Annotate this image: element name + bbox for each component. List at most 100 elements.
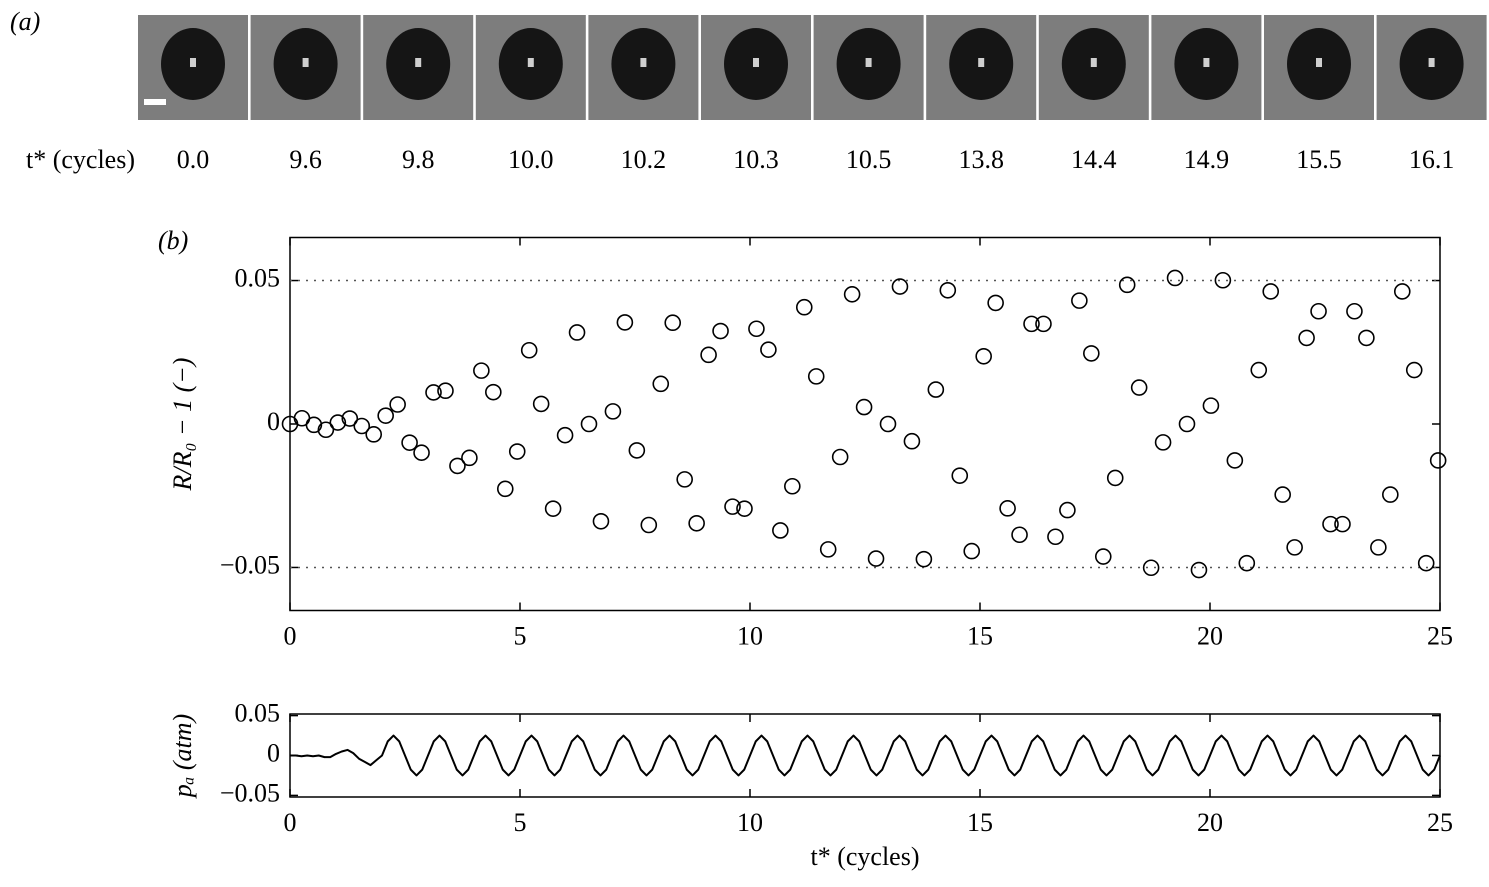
data-point bbox=[784, 477, 801, 495]
data-point bbox=[341, 410, 359, 427]
data-point bbox=[688, 514, 705, 532]
data-point bbox=[1190, 561, 1208, 579]
data-point bbox=[700, 346, 717, 364]
data-point bbox=[987, 294, 1004, 312]
data-point bbox=[485, 383, 502, 401]
droplet-highlight bbox=[640, 58, 647, 67]
data-point bbox=[520, 341, 538, 359]
data-point bbox=[736, 500, 753, 517]
data-point bbox=[1262, 283, 1280, 300]
frame bbox=[1038, 15, 1149, 120]
frame bbox=[475, 15, 586, 120]
data-point bbox=[1178, 415, 1196, 433]
droplet-highlight bbox=[1316, 58, 1322, 67]
time-label: 0.0 bbox=[177, 145, 210, 174]
data-point bbox=[1166, 269, 1184, 287]
data-point bbox=[664, 314, 682, 332]
data-point bbox=[927, 381, 945, 398]
data-point bbox=[628, 442, 646, 459]
data-point bbox=[1214, 271, 1232, 289]
time-label: 10.2 bbox=[621, 145, 667, 174]
data-point bbox=[616, 314, 634, 331]
time-label: 10.0 bbox=[508, 145, 554, 174]
data-point bbox=[676, 471, 693, 488]
data-point bbox=[640, 516, 658, 534]
data-point bbox=[401, 434, 418, 451]
data-point bbox=[353, 417, 371, 435]
x-tick-label: 20 bbox=[1197, 808, 1223, 837]
y-tick-label: −0.05 bbox=[220, 550, 280, 579]
data-point bbox=[748, 320, 765, 338]
panel-label: (a) bbox=[10, 7, 40, 36]
x-tick-label: 15 bbox=[967, 808, 993, 837]
time-label: 10.3 bbox=[733, 145, 779, 174]
x-tick-label: 15 bbox=[967, 621, 993, 650]
data-point bbox=[568, 324, 586, 341]
droplet-highlight bbox=[527, 58, 534, 67]
data-point bbox=[1358, 329, 1375, 347]
y-tick-label: 0.05 bbox=[235, 264, 281, 293]
data-point bbox=[1059, 501, 1076, 519]
scale-bar bbox=[144, 99, 166, 105]
data-point bbox=[1083, 345, 1100, 362]
data-point bbox=[329, 414, 347, 431]
data-point bbox=[1071, 292, 1088, 309]
y-tick-label: 0 bbox=[267, 407, 280, 436]
y-axis-label: R/R₀ − 1 (−) bbox=[168, 358, 197, 492]
data-point bbox=[879, 415, 897, 433]
y-tick-label: 0.05 bbox=[235, 699, 281, 728]
data-point bbox=[1035, 315, 1052, 333]
data-point bbox=[413, 444, 430, 461]
data-point bbox=[437, 382, 454, 400]
time-label: 14.4 bbox=[1071, 145, 1117, 174]
frame bbox=[588, 15, 699, 120]
data-point bbox=[1429, 452, 1447, 469]
x-tick-label: 25 bbox=[1427, 808, 1453, 837]
data-point bbox=[461, 449, 478, 467]
data-point bbox=[1346, 302, 1363, 320]
x-tick-label: 0 bbox=[284, 621, 297, 650]
data-point bbox=[317, 421, 335, 439]
droplet-highlight bbox=[1090, 58, 1097, 67]
data-point bbox=[532, 395, 550, 413]
data-point bbox=[831, 448, 849, 466]
data-point bbox=[1322, 515, 1339, 533]
y-tick-label: −0.05 bbox=[220, 778, 280, 807]
plot-frame bbox=[289, 236, 1441, 612]
data-point bbox=[795, 298, 813, 316]
data-point bbox=[496, 480, 514, 498]
data-point bbox=[1023, 315, 1040, 333]
data-point bbox=[915, 550, 933, 568]
droplet-highlight bbox=[865, 58, 872, 67]
frame bbox=[138, 15, 248, 120]
data-point bbox=[855, 398, 873, 416]
data-point bbox=[1370, 539, 1387, 556]
data-point bbox=[389, 396, 406, 413]
x-tick-label: 5 bbox=[514, 808, 527, 837]
panel-label: (b) bbox=[158, 226, 188, 255]
data-point bbox=[712, 322, 729, 340]
x-tick-label: 0 bbox=[284, 808, 297, 837]
data-point bbox=[652, 375, 670, 393]
data-point bbox=[425, 384, 442, 401]
data-point bbox=[305, 416, 323, 434]
data-point bbox=[903, 432, 921, 450]
data-point bbox=[867, 550, 885, 567]
data-point bbox=[1238, 554, 1256, 572]
data-point bbox=[1047, 528, 1064, 546]
droplet-highlight bbox=[1428, 58, 1435, 67]
x-tick-label: 25 bbox=[1427, 621, 1453, 650]
data-point bbox=[1405, 361, 1423, 379]
data-point bbox=[772, 522, 789, 539]
frame bbox=[813, 15, 924, 120]
data-point bbox=[1334, 515, 1351, 533]
data-point bbox=[473, 362, 490, 379]
data-point bbox=[724, 498, 741, 515]
time-label: 9.8 bbox=[402, 145, 435, 174]
data-point bbox=[760, 341, 777, 358]
time-label: 15.5 bbox=[1296, 145, 1342, 174]
droplet-highlight bbox=[302, 58, 309, 67]
data-point bbox=[1142, 559, 1160, 577]
frame bbox=[250, 15, 361, 120]
data-point bbox=[365, 426, 383, 443]
